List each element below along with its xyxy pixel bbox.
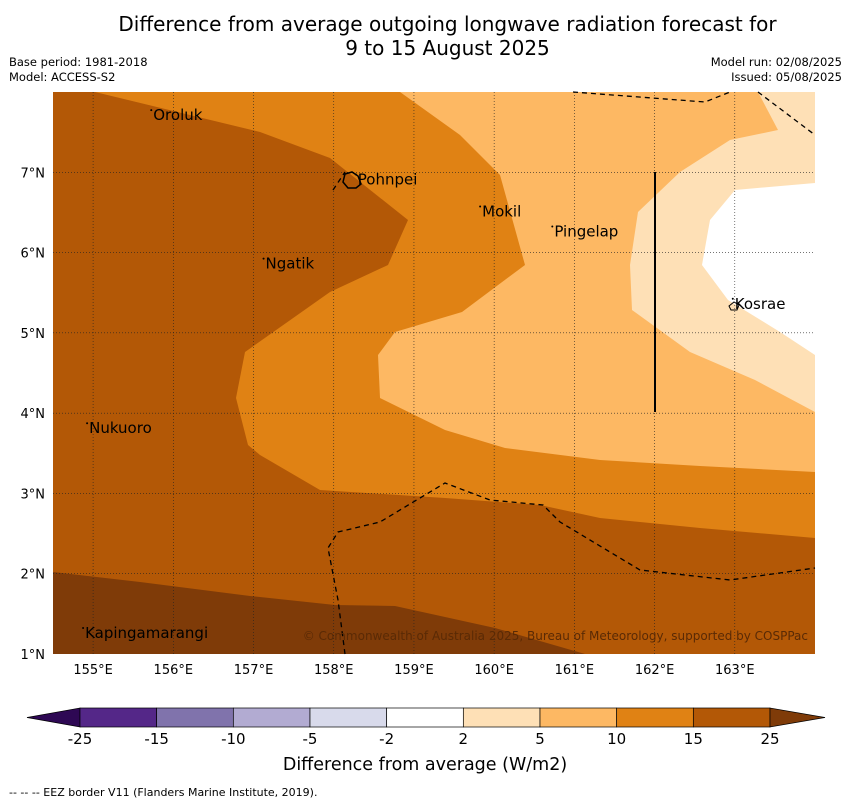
place-marker (479, 205, 482, 208)
map-fill-regions (53, 92, 815, 654)
lon-tick-label: 162°E (635, 663, 675, 678)
colorbar-tick-label: 10 (607, 730, 627, 748)
lon-tick-label: 159°E (394, 663, 434, 678)
colorbar-arrow-low (26, 707, 81, 728)
colorbar-tick-label: 25 (760, 730, 780, 748)
gridlines (53, 92, 815, 654)
place-label: Oroluk (153, 106, 202, 124)
eez-borders (327, 91, 816, 655)
forecast-map: Oroluk Pohnpei Ngatik Mokil Pingelap Kosrae Nu… (21, 91, 816, 678)
place-label: Kapingamarangi (85, 624, 208, 642)
place-marker (731, 297, 734, 300)
model-run-text: Model run: 02/08/2025 (710, 55, 842, 69)
eez-border-pohnpei (332, 171, 346, 191)
place-marker (551, 225, 554, 228)
lon-tick-label: 160°E (474, 663, 514, 678)
issued-text: Issued: 05/08/2025 (731, 70, 842, 84)
colorbar-tick-label: 5 (535, 730, 545, 748)
place-marker (150, 109, 153, 112)
colorbar-segment (79, 707, 158, 728)
pohnpei-island-outline (342, 171, 362, 189)
colorbar-title: Difference from average (W/m2) (282, 755, 568, 775)
place-marker (86, 422, 89, 425)
chart-title: Difference from average outgoing longwav… (0, 12, 850, 60)
lon-tick-label: 156°E (154, 663, 194, 678)
region-25-plus (53, 572, 585, 654)
place-label: Nukuoro (89, 419, 152, 437)
colorbar-segment (386, 707, 464, 728)
place-labels: Oroluk Pohnpei Ngatik Mokil Pingelap Kosrae Nu… (82, 106, 785, 642)
place-marker (354, 173, 357, 176)
colorbar-tick-label: 15 (683, 730, 703, 748)
lat-tick-label: 2°N (21, 568, 46, 583)
lon-tick-label: 163°E (715, 663, 755, 678)
lat-tick-label: 5°N (21, 327, 46, 342)
lon-tick-label: 158°E (314, 663, 354, 678)
lat-tick-label: 3°N (21, 487, 46, 502)
place-label: Pingelap (554, 223, 618, 241)
place-marker (82, 626, 85, 629)
colorbar (26, 707, 826, 728)
meta-right: Model run: 02/08/2025 Issued: 05/08/2025 (711, 55, 842, 85)
eez-border-south (327, 482, 816, 655)
lat-tick-label: 4°N (21, 407, 46, 422)
place-label: Mokil (482, 202, 521, 220)
colorbar-tick-label: -25 (67, 730, 93, 748)
title-line-2: 9 to 15 August 2025 (345, 36, 550, 60)
colorbar-segments (26, 707, 826, 728)
lon-tick-label: 157°E (234, 663, 274, 678)
colorbar-segment (462, 707, 541, 728)
copyright-text: © Commonwealth of Australia 2025, Bureau… (303, 629, 808, 643)
lat-tick-label: 1°N (21, 648, 46, 663)
title-line-1: Difference from average outgoing longwav… (118, 12, 777, 36)
colorbar-tick-label: 2 (458, 730, 469, 748)
colorbar-segment (692, 707, 771, 728)
colorbar-segment (539, 707, 618, 728)
lat-tick-label: 7°N (21, 166, 46, 181)
place-label: Kosrae (735, 295, 786, 313)
lon-tick-label: 161°E (555, 663, 595, 678)
kosrae-island-outline (728, 301, 740, 311)
colorbar-tick-label: -10 (221, 730, 246, 748)
lon-tick-labels: 155°E 156°E 157°E 158°E 159°E 160°E 161°E 162°E… (73, 663, 754, 678)
colorbar-arrow-high (769, 707, 826, 728)
place-label: Ngatik (266, 255, 315, 273)
eez-legend-note: -- -- -- EEZ border V11 (Flanders Marine… (9, 786, 318, 799)
lat-tick-label: 6°N (21, 247, 46, 262)
place-label: Pohnpei (358, 170, 418, 188)
lon-tick-label: 155°E (73, 663, 113, 678)
lat-tick-labels: 7°N 6°N 5°N 4°N 3°N 2°N 1°N (21, 166, 46, 663)
colorbar-segment (232, 707, 311, 728)
colorbar-tick-label: -5 (302, 730, 318, 748)
colorbar-segment (616, 707, 694, 728)
colorbar-segment (309, 707, 388, 728)
base-period-text: Base period: 1981-2018 (9, 55, 148, 69)
colorbar-tick-label: -2 (379, 730, 395, 748)
meta-left: Base period: 1981-2018 Model: ACCESS-S2 (9, 55, 148, 85)
place-marker (262, 257, 265, 260)
colorbar-segment (156, 707, 234, 728)
region-neutral (702, 183, 815, 355)
model-text: Model: ACCESS-S2 (9, 70, 116, 84)
colorbar-tick-label: -15 (144, 730, 169, 748)
eez-border-northeast (757, 91, 816, 136)
